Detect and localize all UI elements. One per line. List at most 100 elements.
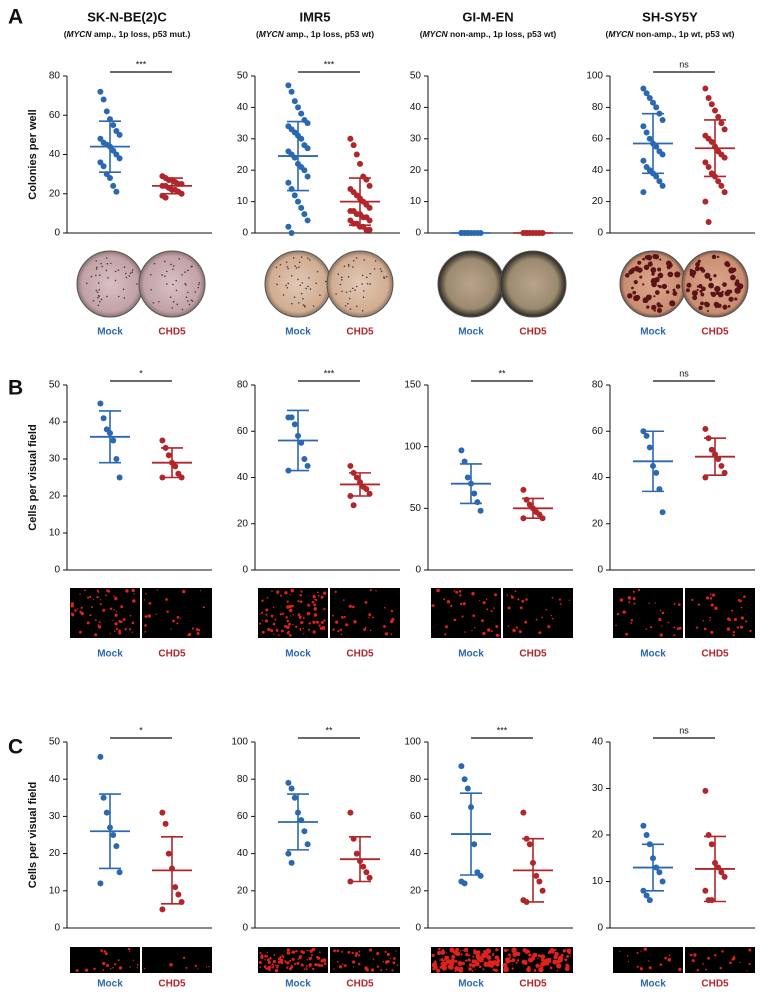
colony — [98, 295, 100, 298]
cell — [337, 629, 340, 633]
y-tick-label: 50 — [410, 503, 422, 514]
significance-label: *** — [136, 59, 147, 69]
data-point — [705, 219, 712, 226]
cell — [457, 961, 463, 966]
cell — [461, 961, 466, 966]
cell — [352, 966, 355, 968]
cell — [302, 617, 305, 620]
colony — [184, 282, 186, 285]
cell — [303, 968, 306, 970]
y-tick-label: 60 — [237, 811, 249, 822]
colony — [651, 304, 657, 311]
colony — [153, 262, 156, 265]
cell — [372, 958, 375, 960]
cell — [358, 962, 361, 966]
colony — [692, 275, 695, 278]
data-point — [702, 474, 709, 481]
colony — [172, 300, 175, 303]
cell — [511, 948, 516, 953]
cell — [538, 966, 544, 973]
cell — [382, 960, 385, 963]
y-tick-label: 0 — [54, 565, 60, 576]
category-label: Mock — [640, 649, 666, 660]
colony — [302, 304, 305, 306]
cell — [75, 969, 79, 972]
cell — [667, 621, 670, 624]
cell — [323, 591, 327, 595]
data-point — [110, 832, 117, 838]
colony — [651, 272, 655, 276]
cell — [728, 618, 732, 622]
colony — [631, 286, 634, 290]
y-tick-label: 10 — [49, 528, 61, 539]
cell — [296, 961, 300, 965]
colony — [90, 275, 93, 278]
cell — [289, 608, 293, 613]
data-point — [172, 884, 179, 891]
y-tick-label: 80 — [410, 774, 422, 785]
data-point — [640, 123, 647, 130]
colony — [731, 267, 737, 273]
cell — [295, 625, 298, 629]
cell — [260, 955, 262, 958]
cell — [261, 630, 265, 634]
colony — [172, 268, 174, 271]
colony — [163, 260, 166, 263]
colony — [339, 283, 342, 286]
cell — [440, 961, 446, 967]
cell — [270, 964, 273, 967]
colony — [340, 276, 343, 279]
cell — [104, 952, 108, 956]
cell — [535, 618, 538, 621]
data-point — [640, 189, 647, 196]
cell — [517, 598, 520, 601]
data-point — [304, 217, 311, 224]
cell — [554, 948, 557, 952]
cell — [316, 955, 319, 959]
colony — [344, 305, 347, 307]
data-point — [116, 474, 123, 481]
colony — [285, 284, 287, 287]
data-point — [708, 101, 715, 108]
significance-label: ns — [679, 59, 689, 69]
y-tick-label: 80 — [49, 71, 61, 82]
cell — [519, 606, 523, 610]
cell — [301, 951, 305, 955]
cell — [96, 595, 99, 599]
cell — [317, 963, 320, 966]
cell — [338, 965, 343, 969]
cell — [115, 610, 118, 613]
subtitle-part: MYCN — [67, 29, 93, 39]
data-point — [288, 785, 295, 792]
category-label: CHD5 — [701, 649, 729, 660]
colony — [187, 300, 189, 302]
data-point — [304, 462, 311, 469]
cell — [306, 958, 308, 961]
colony — [385, 275, 388, 278]
cell — [196, 631, 200, 635]
cell — [385, 968, 388, 971]
cell — [658, 617, 662, 622]
y-tick-label: 50 — [49, 380, 61, 391]
cell — [266, 967, 270, 971]
colony — [383, 276, 385, 278]
cell — [345, 623, 349, 627]
y-tick-label: 20 — [410, 885, 422, 896]
colony — [287, 267, 289, 270]
cell — [627, 596, 632, 600]
cell — [714, 606, 718, 611]
cell — [437, 950, 442, 955]
category-label: Mock — [640, 327, 666, 338]
cell — [307, 628, 311, 631]
cell — [636, 965, 639, 968]
y-tick-label: 60 — [49, 110, 61, 121]
colony — [659, 258, 662, 261]
colony — [704, 302, 710, 308]
cell — [533, 968, 537, 972]
cell — [261, 599, 264, 602]
colony — [708, 277, 713, 281]
cell — [709, 597, 713, 600]
data-point — [110, 122, 117, 129]
cell — [535, 963, 540, 968]
